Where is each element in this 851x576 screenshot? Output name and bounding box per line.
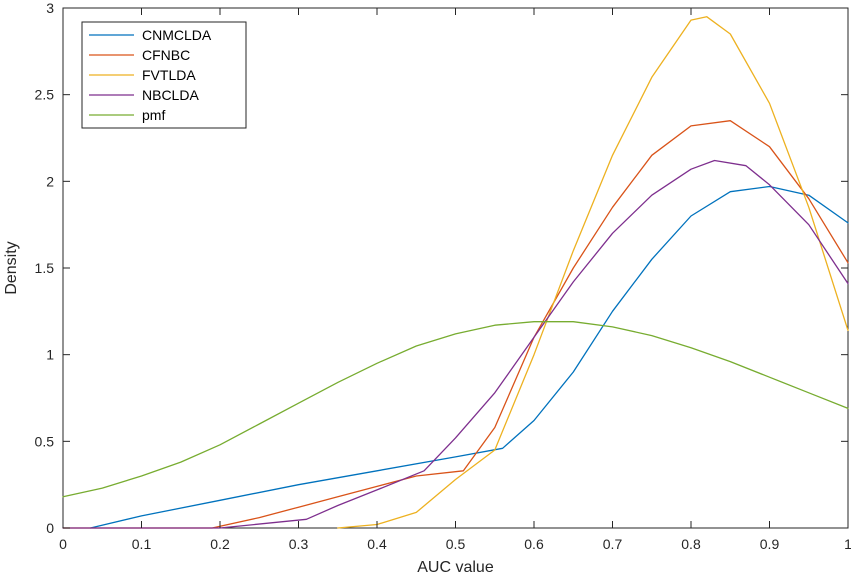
legend-label-nbclda: NBCLDA [142,87,199,103]
series-line-nbclda [62,159,849,529]
y-tick-label: 3 [46,0,54,16]
legend-label-fvtlda: FVTLDA [142,67,196,83]
x-tick-label: 0.7 [603,536,623,552]
x-tick-label: 0 [59,536,67,552]
x-tick-label: 0.2 [210,536,230,552]
axis-ticks: 0 0.1 0.2 0.3 0.4 0.5 0.6 0.7 0.8 0.9 1 0 0.5 1 1.5 2 2.… [35,0,851,552]
y-tick-label: 2 [46,173,54,189]
x-tick-label: 0.6 [524,536,544,552]
series-lines [62,16,849,529]
legend-label-cnmclda: CNMCLDA [142,27,212,43]
x-tick-label: 0.4 [367,536,387,552]
x-tick-label: 0.8 [681,536,701,552]
x-tick-label: 1 [844,536,851,552]
y-tick-label: 0.5 [35,433,55,449]
legend-label-cfnbc: CFNBC [142,47,190,63]
y-axis-label: Density [3,241,20,294]
x-tick-label: 0.3 [289,536,309,552]
x-tick-label: 0.1 [132,536,152,552]
series-line-cfnbc [62,120,849,529]
series-line-fvtlda [337,16,849,529]
x-tick-label: 0.5 [446,536,466,552]
series-line-pmf [62,321,849,498]
legend-label-pmf: pmf [142,107,165,123]
series-line-cnmclda [89,185,849,529]
y-tick-label: 0 [46,520,54,536]
x-tick-label: 0.9 [760,536,780,552]
y-tick-label: 1.5 [35,260,55,276]
y-tick-label: 1 [46,347,54,363]
x-axis-label: AUC value [417,559,494,576]
legend: CNMCLDA CFNBC FVTLDA NBCLDA pmf [81,21,247,129]
y-tick-label: 2.5 [35,87,55,103]
